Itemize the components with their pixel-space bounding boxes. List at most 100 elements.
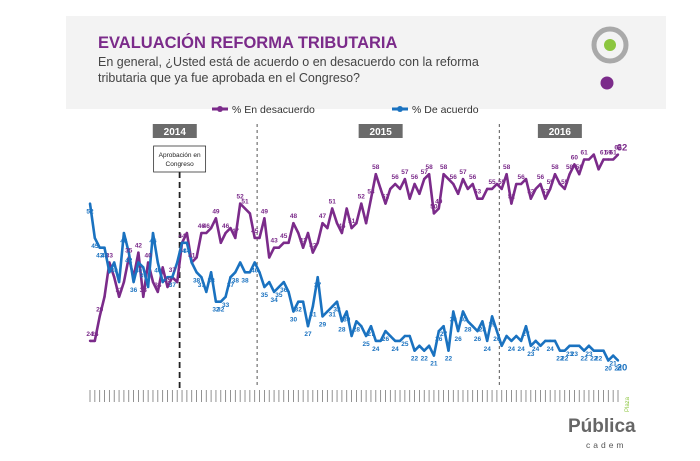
data-point [519,182,523,186]
data-label: 32 [217,307,225,314]
data-point [219,300,222,303]
data-point [151,280,155,284]
data-point [200,275,203,279]
data-label: 53 [367,189,375,196]
data-label: 22 [590,356,598,363]
data-point [534,339,537,343]
data-label: 36 [280,287,288,294]
approval-box [153,145,207,173]
data-label: 56 [469,174,477,181]
data-label: 52 [382,194,390,201]
data-point [190,261,193,264]
data-point [195,256,198,259]
data-label: 35 [164,277,172,284]
data-point [389,187,392,191]
data-point [127,251,130,254]
data-point [306,231,310,235]
data-label: 22 [580,356,588,363]
data-point [306,324,310,328]
data-point [166,285,169,289]
data-point [447,349,450,352]
data-label: 33 [222,302,230,309]
data-label: 29 [96,306,104,313]
data-label: 24 [484,346,492,353]
data-label: 20 [614,365,622,372]
data-point [180,241,184,245]
data-label: 33 [106,252,114,259]
data-point [175,261,179,264]
data-label: 56 [537,174,545,181]
data-point [607,158,610,161]
year-label: 2015 [370,127,393,138]
data-point [137,261,140,264]
data-point [345,207,348,210]
data-point [519,339,523,343]
data-point [224,295,227,298]
data-point [171,275,174,279]
data-point [500,344,503,347]
data-point [611,158,615,161]
data-point [214,217,218,220]
data-label: 23 [585,351,593,358]
data-point [418,344,421,347]
data-point [529,197,533,200]
data-label: 28 [338,326,346,333]
data-point [248,212,252,215]
data-point [98,315,101,318]
data-point [355,320,358,323]
data-label: 47 [232,228,240,235]
data-point [88,202,92,205]
data-label: 42 [125,258,133,265]
data-label: 46 [120,238,128,245]
data-point [495,329,499,333]
data-point [108,261,111,264]
data-label: 22 [421,356,429,363]
data-label: 61 [600,150,608,157]
data-label: 35 [261,292,269,299]
data-point [452,310,455,313]
data-label: 49 [261,208,269,215]
data-point [209,271,213,274]
data-label: 47 [319,213,327,220]
data-point [500,187,503,191]
data-label: 28 [464,326,472,333]
data-label: 61 [580,150,588,157]
data-point [481,320,484,323]
data-point [156,261,160,264]
data-point [98,246,101,249]
data-point [263,217,266,220]
data-point [602,349,605,352]
data-point [393,339,397,343]
data-label: 44 [183,248,191,255]
data-point [616,359,620,362]
data-point [568,344,571,347]
data-point [461,310,465,313]
data-label: 52 [237,194,245,201]
data-point [476,329,479,333]
data-label: 58 [566,164,574,171]
data-point [456,192,460,196]
data-label: 44 [178,233,186,240]
data-label: 22 [595,356,603,363]
data-point [481,197,484,200]
year-label: 2016 [549,127,572,138]
data-point [393,182,397,186]
data-point [602,158,605,161]
data-point [238,261,242,264]
data-point [185,231,189,235]
data-point [558,182,562,186]
data-label: 46 [149,238,157,245]
data-point [117,295,121,298]
data-label: 57 [421,169,429,176]
data-point [229,226,232,230]
data-point [587,344,591,347]
data-point [122,231,126,235]
data-label: 46 [198,223,206,230]
data-label: 26 [474,336,482,343]
data-point [418,192,421,196]
data-label: 33 [140,287,148,294]
data-point [379,187,382,191]
data-point [398,187,402,191]
data-label: 56 [450,174,458,181]
data-point [200,231,203,235]
